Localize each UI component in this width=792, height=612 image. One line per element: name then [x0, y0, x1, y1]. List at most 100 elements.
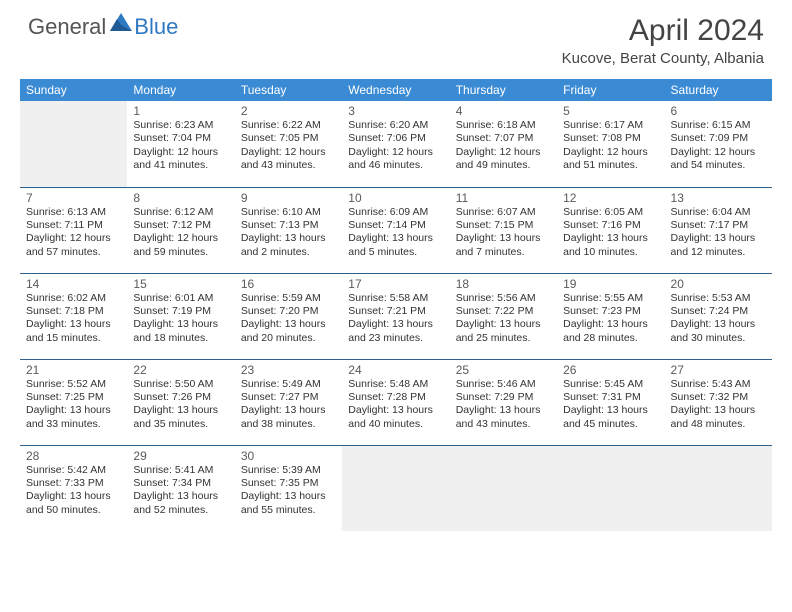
cell-line-sunset: Sunset: 7:06 PM	[348, 132, 443, 145]
cell-line-d2: and 30 minutes.	[671, 332, 766, 345]
cell-line-d1: Daylight: 13 hours	[348, 404, 443, 417]
cell-line-d2: and 2 minutes.	[241, 246, 336, 259]
calendar-cell: 10Sunrise: 6:09 AMSunset: 7:14 PMDayligh…	[342, 187, 449, 273]
cell-line-sunset: Sunset: 7:08 PM	[563, 132, 658, 145]
cell-line-d2: and 35 minutes.	[133, 418, 228, 431]
cell-line-sunset: Sunset: 7:05 PM	[241, 132, 336, 145]
cell-line-sunrise: Sunrise: 6:01 AM	[133, 292, 228, 305]
cell-line-sunset: Sunset: 7:19 PM	[133, 305, 228, 318]
cell-line-sunset: Sunset: 7:07 PM	[456, 132, 551, 145]
cell-line-sunrise: Sunrise: 5:59 AM	[241, 292, 336, 305]
day-header: Wednesday	[342, 79, 449, 101]
calendar-cell: 1Sunrise: 6:23 AMSunset: 7:04 PMDaylight…	[127, 101, 234, 187]
day-number: 27	[671, 363, 766, 377]
calendar-cell: 13Sunrise: 6:04 AMSunset: 7:17 PMDayligh…	[665, 187, 772, 273]
logo-text-blue: Blue	[134, 14, 178, 40]
cell-line-d1: Daylight: 13 hours	[671, 318, 766, 331]
cell-line-d2: and 54 minutes.	[671, 159, 766, 172]
day-number: 17	[348, 277, 443, 291]
cell-line-d2: and 12 minutes.	[671, 246, 766, 259]
cell-line-sunrise: Sunrise: 5:50 AM	[133, 378, 228, 391]
cell-line-sunrise: Sunrise: 5:41 AM	[133, 464, 228, 477]
cell-line-d1: Daylight: 13 hours	[133, 318, 228, 331]
day-number: 22	[133, 363, 228, 377]
cell-line-sunset: Sunset: 7:28 PM	[348, 391, 443, 404]
day-number: 11	[456, 191, 551, 205]
day-number: 7	[26, 191, 121, 205]
cell-line-sunset: Sunset: 7:31 PM	[563, 391, 658, 404]
calendar-cell	[20, 101, 127, 187]
cell-line-d1: Daylight: 13 hours	[348, 232, 443, 245]
calendar-cell: 6Sunrise: 6:15 AMSunset: 7:09 PMDaylight…	[665, 101, 772, 187]
day-number: 3	[348, 104, 443, 118]
cell-line-sunrise: Sunrise: 6:15 AM	[671, 119, 766, 132]
calendar-cell: 14Sunrise: 6:02 AMSunset: 7:18 PMDayligh…	[20, 273, 127, 359]
cell-line-sunrise: Sunrise: 6:07 AM	[456, 206, 551, 219]
cell-line-d1: Daylight: 12 hours	[348, 146, 443, 159]
cell-line-sunrise: Sunrise: 6:18 AM	[456, 119, 551, 132]
calendar-cell: 19Sunrise: 5:55 AMSunset: 7:23 PMDayligh…	[557, 273, 664, 359]
logo: General Blue	[28, 14, 178, 40]
cell-line-sunrise: Sunrise: 5:52 AM	[26, 378, 121, 391]
day-header: Monday	[127, 79, 234, 101]
calendar-cell	[557, 445, 664, 531]
day-number: 15	[133, 277, 228, 291]
day-header: Thursday	[450, 79, 557, 101]
cell-line-d1: Daylight: 13 hours	[241, 404, 336, 417]
cell-line-sunset: Sunset: 7:13 PM	[241, 219, 336, 232]
cell-line-sunrise: Sunrise: 6:17 AM	[563, 119, 658, 132]
cell-line-d2: and 57 minutes.	[26, 246, 121, 259]
calendar-row: 7Sunrise: 6:13 AMSunset: 7:11 PMDaylight…	[20, 187, 772, 273]
cell-line-sunrise: Sunrise: 5:56 AM	[456, 292, 551, 305]
cell-line-sunrise: Sunrise: 5:55 AM	[563, 292, 658, 305]
cell-line-sunrise: Sunrise: 5:46 AM	[456, 378, 551, 391]
calendar-cell: 28Sunrise: 5:42 AMSunset: 7:33 PMDayligh…	[20, 445, 127, 531]
cell-line-sunset: Sunset: 7:21 PM	[348, 305, 443, 318]
cell-line-d2: and 48 minutes.	[671, 418, 766, 431]
cell-line-sunrise: Sunrise: 5:53 AM	[671, 292, 766, 305]
calendar-cell: 11Sunrise: 6:07 AMSunset: 7:15 PMDayligh…	[450, 187, 557, 273]
cell-line-sunrise: Sunrise: 6:22 AM	[241, 119, 336, 132]
calendar-cell: 9Sunrise: 6:10 AMSunset: 7:13 PMDaylight…	[235, 187, 342, 273]
cell-line-d2: and 7 minutes.	[456, 246, 551, 259]
cell-line-d1: Daylight: 13 hours	[456, 232, 551, 245]
cell-line-d1: Daylight: 13 hours	[563, 318, 658, 331]
cell-line-d1: Daylight: 13 hours	[563, 404, 658, 417]
calendar-cell: 23Sunrise: 5:49 AMSunset: 7:27 PMDayligh…	[235, 359, 342, 445]
calendar-cell: 4Sunrise: 6:18 AMSunset: 7:07 PMDaylight…	[450, 101, 557, 187]
cell-line-d2: and 20 minutes.	[241, 332, 336, 345]
calendar-cell: 27Sunrise: 5:43 AMSunset: 7:32 PMDayligh…	[665, 359, 772, 445]
calendar-cell	[665, 445, 772, 531]
cell-line-sunset: Sunset: 7:32 PM	[671, 391, 766, 404]
cell-line-sunrise: Sunrise: 5:58 AM	[348, 292, 443, 305]
calendar-cell	[450, 445, 557, 531]
calendar-cell: 29Sunrise: 5:41 AMSunset: 7:34 PMDayligh…	[127, 445, 234, 531]
day-number: 14	[26, 277, 121, 291]
cell-line-sunset: Sunset: 7:18 PM	[26, 305, 121, 318]
logo-text-general: General	[28, 14, 106, 40]
cell-line-sunset: Sunset: 7:27 PM	[241, 391, 336, 404]
cell-line-sunrise: Sunrise: 5:43 AM	[671, 378, 766, 391]
cell-line-d2: and 41 minutes.	[133, 159, 228, 172]
cell-line-d2: and 55 minutes.	[241, 504, 336, 517]
cell-line-d1: Daylight: 13 hours	[241, 318, 336, 331]
day-header: Sunday	[20, 79, 127, 101]
calendar-cell	[342, 445, 449, 531]
day-number: 28	[26, 449, 121, 463]
cell-line-sunrise: Sunrise: 5:45 AM	[563, 378, 658, 391]
cell-line-d1: Daylight: 12 hours	[563, 146, 658, 159]
cell-line-d1: Daylight: 12 hours	[133, 146, 228, 159]
cell-line-sunrise: Sunrise: 6:23 AM	[133, 119, 228, 132]
day-number: 30	[241, 449, 336, 463]
calendar-cell: 5Sunrise: 6:17 AMSunset: 7:08 PMDaylight…	[557, 101, 664, 187]
cell-line-sunset: Sunset: 7:16 PM	[563, 219, 658, 232]
day-header: Friday	[557, 79, 664, 101]
title-block: April 2024 Kucove, Berat County, Albania	[562, 14, 764, 67]
cell-line-sunset: Sunset: 7:24 PM	[671, 305, 766, 318]
day-number: 6	[671, 104, 766, 118]
cell-line-d1: Daylight: 13 hours	[563, 232, 658, 245]
calendar-cell: 17Sunrise: 5:58 AMSunset: 7:21 PMDayligh…	[342, 273, 449, 359]
calendar-cell: 12Sunrise: 6:05 AMSunset: 7:16 PMDayligh…	[557, 187, 664, 273]
day-number: 1	[133, 104, 228, 118]
cell-line-d2: and 43 minutes.	[241, 159, 336, 172]
